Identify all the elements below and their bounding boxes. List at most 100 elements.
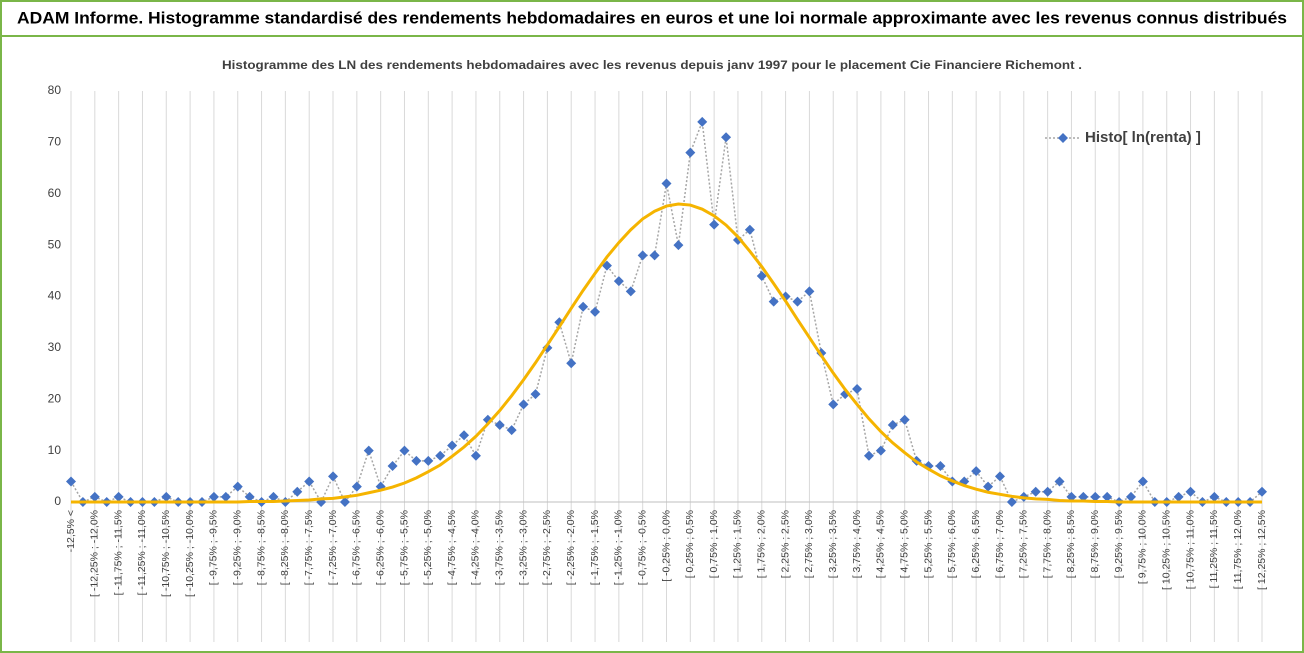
data-point: [268, 491, 279, 502]
data-point: [709, 219, 720, 230]
x-tick-label: [ 1,25% ; 1,5%: [732, 510, 744, 578]
data-point: [744, 224, 755, 235]
data-point: [1209, 491, 1220, 502]
x-tick-label: [ -0,75% ; -0,5%: [636, 510, 648, 585]
x-tick-label: [ 12,25% ; 12,5%: [1256, 510, 1268, 590]
data-point: [625, 286, 636, 297]
x-tick-label: [ 5,25% ; 5,5%: [922, 510, 934, 578]
x-tick-label: [ 3,25% ; 3,5%: [827, 510, 839, 578]
x-tick-label: [ 8,25% ; 8,5%: [1065, 510, 1077, 578]
x-tick-label: [ 11,25% ; 11,5%: [1208, 510, 1220, 588]
y-tick-label: 80: [48, 83, 62, 97]
data-point: [661, 178, 672, 189]
y-tick-label: 70: [48, 135, 62, 149]
x-tick-label: [ -1,75% ; -1,5%: [589, 510, 601, 585]
x-tick-label: [ 4,25% ; 4,5%: [875, 510, 887, 578]
data-point: [89, 491, 100, 502]
series-line: [71, 202, 1262, 504]
data-point: [792, 296, 803, 307]
data-point: [304, 476, 315, 487]
x-tick-label: [ 10,75% ; 11,0%: [1184, 510, 1196, 589]
data-point: [590, 306, 601, 317]
x-tick-label: [ -5,25% ; -5,0%: [422, 510, 434, 585]
data-point: [697, 116, 708, 127]
data-point: [363, 445, 374, 456]
x-tick-label: [ -9,75% ; -9,5%: [208, 510, 220, 585]
x-tick-label: -12,5% <: [65, 510, 77, 552]
data-point: [1102, 491, 1113, 502]
x-tick-label: [ 6,25% ; 6,5%: [970, 510, 982, 578]
data-point: [1078, 491, 1089, 502]
x-tick-label: [ -8,75% ; -8,5%: [255, 510, 267, 585]
y-tick-label: 20: [48, 391, 62, 405]
x-tick-label: [ -0,25% ; 0,0%: [660, 510, 672, 582]
data-point: [828, 399, 839, 410]
x-tick-label: [ 6,75% ; 7,0%: [994, 510, 1006, 578]
data-point: [1006, 497, 1017, 507]
x-tick-label: [ 8,75% ; 9,0%: [1089, 510, 1101, 578]
x-tick-label: [ 7,75% ; 8,0%: [1041, 510, 1053, 578]
data-point: [399, 445, 410, 456]
data-point: [637, 250, 648, 261]
data-point: [232, 481, 243, 492]
data-point: [804, 286, 815, 297]
data-point: [887, 419, 898, 430]
data-point: [292, 486, 303, 497]
legend-marker: [1058, 133, 1068, 143]
x-tick-label: [ -2,75% ; -2,5%: [541, 510, 553, 585]
data-point: [971, 466, 982, 477]
x-tick-label: [ 3,75% ; 4,0%: [851, 510, 863, 578]
data-point: [411, 455, 422, 466]
data-point: [601, 260, 612, 271]
x-tick-label: [ -1,25% ; -1,0%: [613, 510, 625, 585]
data-point: [494, 419, 505, 430]
data-point: [518, 399, 529, 410]
data-point: [459, 430, 470, 441]
data-point: [685, 147, 696, 158]
data-point: [578, 301, 589, 312]
page-title: ADAM Informe. Histogramme standardisé de…: [17, 8, 1287, 27]
x-tick-label: [ -6,25% ; -6,0%: [374, 510, 386, 585]
data-point: [351, 481, 362, 492]
legend-label: Histo[ ln(renta) ]: [1085, 129, 1201, 146]
x-tick-label: [ 9,75% ; 10,0%: [1137, 510, 1149, 584]
data-point: [447, 440, 458, 451]
x-tick-label: [ -4,25% ; -4,0%: [470, 510, 482, 585]
x-tick-label: [ -11,75% ; -11,5%: [112, 510, 124, 595]
data-point: [768, 296, 779, 307]
data-point: [994, 471, 1005, 482]
y-tick-label: 50: [48, 237, 62, 251]
chart-title: Histogramme des LN des rendements hebdom…: [222, 58, 1082, 72]
data-point: [506, 425, 517, 436]
data-point: [1066, 491, 1077, 502]
data-point: [161, 491, 172, 502]
x-tick-label: [ -3,75% ; -3,5%: [494, 510, 506, 585]
x-tick-label: [ -4,75% ; -4,5%: [446, 510, 458, 585]
x-tick-label: [ 2,75% ; 3,0%: [803, 510, 815, 578]
data-point: [566, 358, 577, 369]
y-tick-label: 60: [48, 186, 62, 200]
data-point: [1030, 486, 1041, 497]
data-point: [1257, 486, 1267, 497]
x-tick-label: [ 2,25% ; 2,5%: [779, 510, 791, 578]
x-tick-label: [ -9,25% ; -9,0%: [232, 510, 244, 585]
data-point: [423, 455, 434, 466]
data-point: [1125, 491, 1136, 502]
y-tick-label: 30: [48, 340, 62, 354]
data-point: [113, 491, 124, 502]
data-point: [863, 450, 874, 461]
x-tick-label: [ -2,25% ; -2,0%: [565, 510, 577, 585]
x-tick-label: [ -8,25% ; -8,0%: [279, 510, 291, 585]
data-point: [852, 383, 863, 394]
data-point: [208, 491, 219, 502]
x-tick-label: [ -11,25% ; -11,0%: [136, 510, 148, 595]
x-tick-label: [ 11,75% ; 12,0%: [1232, 510, 1244, 589]
data-point: [470, 450, 481, 461]
x-tick-label: [ 7,25% ; 7,5%: [1018, 510, 1030, 578]
data-point: [721, 132, 732, 143]
x-tick-label: [ -3,25% ; -3,0%: [517, 510, 529, 585]
x-tick-label: [ -7,25% ; -7,0%: [327, 510, 339, 585]
data-point: [530, 389, 541, 400]
data-point: [1042, 486, 1053, 497]
